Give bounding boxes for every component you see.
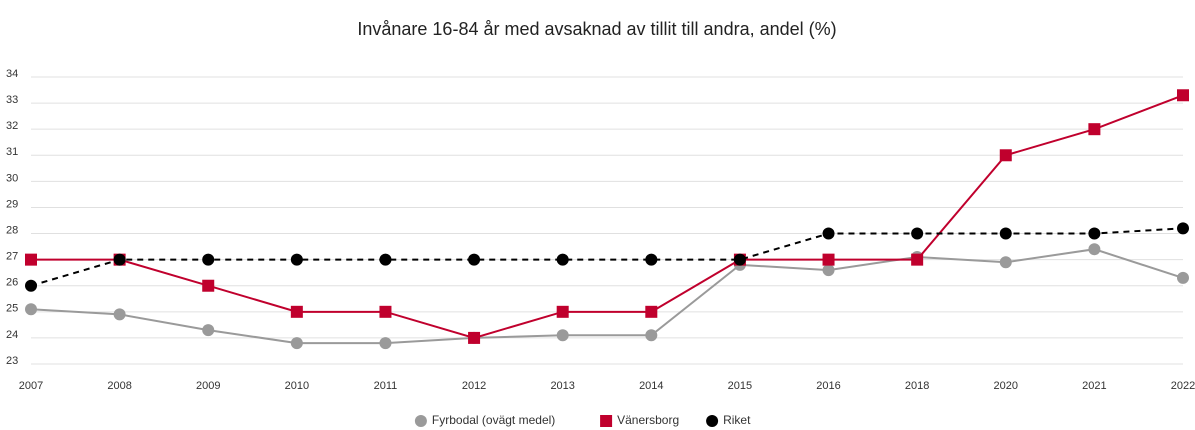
marker: [468, 253, 481, 266]
marker: [999, 149, 1012, 162]
y-tick-label: 27: [6, 251, 18, 263]
legend-swatch: [706, 415, 719, 427]
marker: [379, 253, 392, 266]
y-tick-label: 24: [6, 329, 18, 341]
marker: [1177, 271, 1189, 284]
marker: [25, 253, 37, 266]
x-tick-label: 2007: [19, 380, 43, 392]
marker: [25, 303, 37, 316]
y-tick-label: 30: [6, 172, 18, 184]
marker: [733, 253, 746, 266]
marker: [379, 337, 392, 350]
chart-title: Invånare 16-84 år med avsaknad av tillit…: [357, 19, 836, 39]
x-tick-label: 2021: [1082, 380, 1106, 392]
marker: [645, 305, 658, 318]
marker: [202, 279, 215, 292]
x-tick-label: 2012: [462, 380, 486, 392]
marker: [290, 337, 303, 350]
y-tick-label: 33: [6, 94, 18, 106]
x-tick-label: 2013: [550, 380, 574, 392]
marker: [25, 279, 37, 292]
x-tick-label: 2009: [196, 380, 220, 392]
legend-swatch: [600, 415, 613, 427]
marker: [1177, 222, 1189, 235]
x-tick-label: 2020: [994, 380, 1018, 392]
marker: [202, 324, 215, 337]
legend: Fyrbodal (ovägt medel) Vänersborg Riket: [414, 413, 751, 427]
x-tick-label: 2018: [905, 380, 929, 392]
marker: [999, 227, 1012, 240]
marker: [468, 331, 481, 344]
y-tick-label: 32: [6, 120, 18, 132]
marker: [113, 253, 126, 266]
marker: [556, 253, 569, 266]
marker: [1177, 89, 1189, 102]
legend-label: Vänersborg: [617, 413, 679, 427]
y-tick-label: 29: [6, 198, 18, 210]
marker: [113, 308, 126, 321]
y-tick-label: 28: [6, 224, 18, 236]
legend-swatch: [414, 415, 427, 427]
y-tick-label: 23: [6, 355, 18, 367]
legend-label: Fyrbodal (ovägt medel): [432, 413, 555, 427]
y-tick-label: 25: [6, 303, 18, 315]
y-tick-label: 26: [6, 277, 18, 289]
marker: [202, 253, 215, 266]
marker: [999, 256, 1012, 269]
x-tick-label: 2014: [639, 380, 663, 392]
marker: [911, 227, 924, 240]
marker: [379, 305, 392, 318]
x-tick-label: 2015: [728, 380, 752, 392]
x-tick-label: 2022: [1171, 380, 1195, 392]
x-tick-label: 2011: [374, 380, 398, 392]
marker: [645, 329, 658, 342]
y-tick-label: 34: [6, 68, 18, 80]
marker: [911, 253, 924, 266]
marker: [822, 253, 835, 266]
marker: [822, 264, 835, 277]
marker: [822, 227, 835, 240]
marker: [1088, 227, 1101, 240]
series-line: [30, 248, 1184, 345]
marker: [556, 329, 569, 342]
marker: [290, 253, 303, 266]
marker: [1088, 243, 1101, 256]
marker: [290, 305, 303, 318]
legend-label: Riket: [723, 413, 751, 427]
x-tick-label: 2008: [107, 380, 131, 392]
series-line: [31, 94, 1184, 339]
x-tick-label: 2010: [285, 380, 309, 392]
marker: [645, 253, 658, 266]
marker: [1088, 123, 1101, 136]
marker: [556, 305, 569, 318]
x-tick-label: 2016: [816, 380, 840, 392]
y-tick-label: 31: [6, 146, 18, 158]
